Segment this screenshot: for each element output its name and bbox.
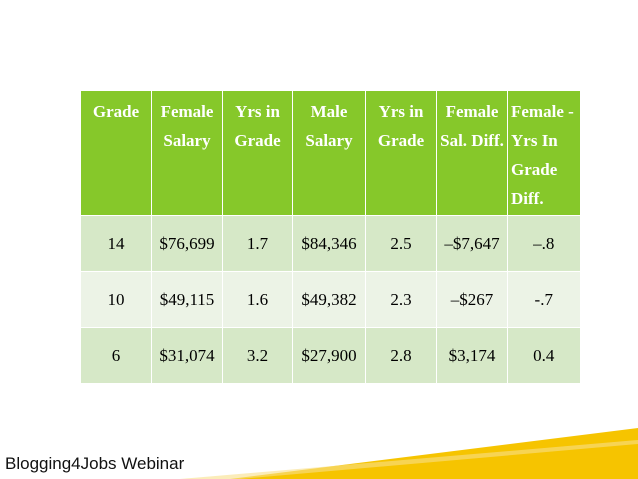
table-row: 6 $31,074 3.2 $27,900 2.8 $3,174 0.4 [80, 327, 580, 383]
header-cell: Yrs in Grade [365, 91, 437, 216]
table-cell: $27,900 [292, 327, 366, 383]
header-row: Grade Female Salary Yrs in Grade Male Salar… [80, 91, 580, 216]
footer-text: Blogging4Jobs Webinar [5, 454, 185, 473]
table-cell: 14 [80, 215, 152, 272]
table-cell: –$267 [436, 271, 508, 328]
table-cell: -.7 [507, 271, 580, 328]
table-cell: 2.3 [365, 271, 437, 328]
table-cell: 2.5 [365, 215, 437, 272]
table-cell: 10 [80, 271, 152, 328]
table-cell: 2.8 [365, 327, 437, 383]
table-cell: $49,115 [151, 271, 223, 328]
table-cell: $76,699 [151, 215, 223, 272]
header-cell: Grade [80, 91, 152, 216]
table-cell: –$7,647 [436, 215, 508, 272]
table-cell: 6 [80, 327, 152, 383]
table-row: 14 $76,699 1.7 $84,346 2.5 –$7,647 –.8 [80, 215, 580, 272]
header-cell: Yrs in Grade [222, 91, 293, 216]
header-cell: Female -Yrs In Grade Diff. [507, 91, 580, 216]
table-body: 14 $76,699 1.7 $84,346 2.5 –$7,647 –.8 10 $49,11… [80, 215, 580, 383]
salary-table: Grade Female Salary Yrs in Grade Male Salar… [80, 91, 580, 383]
header-cell: Female Sal. Diff. [436, 91, 508, 216]
table-cell: $31,074 [151, 327, 223, 383]
table-cell: 3.2 [222, 327, 293, 383]
table-cell: 1.6 [222, 271, 293, 328]
header-cell: Male Salary [292, 91, 366, 216]
table-cell: $84,346 [292, 215, 366, 272]
table-row: 10 $49,115 1.6 $49,382 2.3 –$267 -.7 [80, 271, 580, 328]
table-cell: $3,174 [436, 327, 508, 383]
table-cell: $49,382 [292, 271, 366, 328]
table-cell: 1.7 [222, 215, 293, 272]
light-swoosh [180, 440, 638, 479]
table-cell: –.8 [507, 215, 580, 272]
table-cell: 0.4 [507, 327, 580, 383]
header-cell: Female Salary [151, 91, 223, 216]
